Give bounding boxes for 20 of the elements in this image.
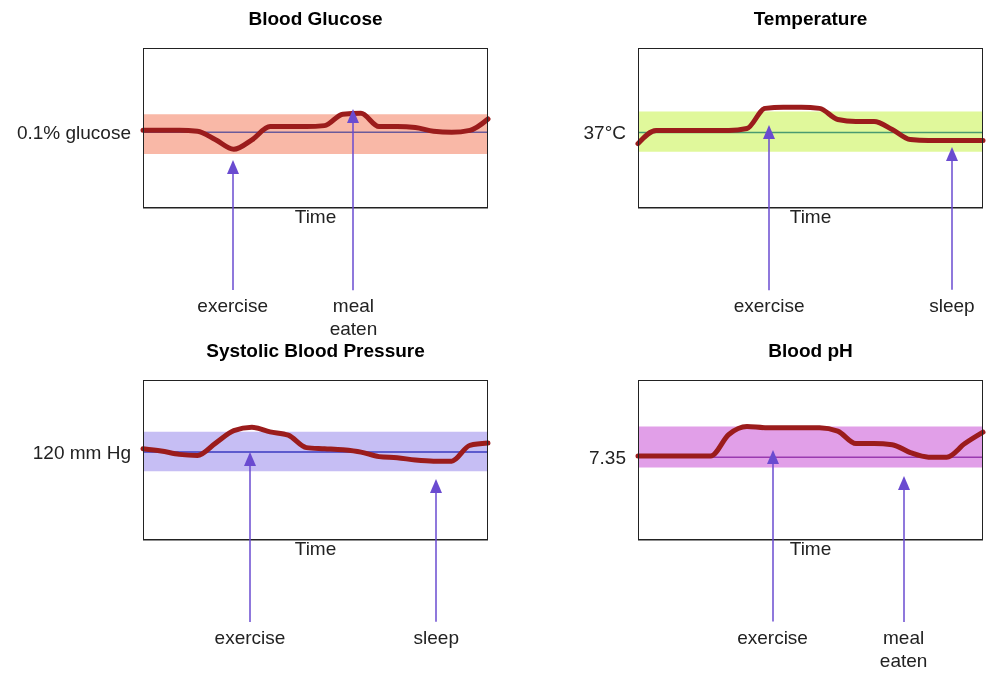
chart-title: Blood pH bbox=[767, 340, 854, 363]
ref-line-label: 120 mm Hg bbox=[32, 441, 131, 463]
chart-title: Temperature bbox=[752, 8, 869, 31]
x-axis-title: Time bbox=[789, 538, 832, 560]
x-axis-title: Time bbox=[789, 206, 832, 228]
x-axis-title: Time bbox=[294, 206, 337, 228]
text: exercise bbox=[213, 626, 287, 649]
x-axis-title: Time bbox=[294, 538, 337, 560]
text: exercise bbox=[736, 626, 809, 649]
text: meal eaten bbox=[878, 626, 929, 672]
ref-line-label: 37°C bbox=[583, 122, 626, 144]
text: sleep bbox=[928, 294, 976, 317]
chart-title: Blood Glucose bbox=[247, 8, 384, 31]
ref-line-label: 0.1% glucose bbox=[16, 122, 131, 144]
text: sleep bbox=[412, 626, 460, 649]
text: exercise bbox=[196, 294, 270, 317]
chart-title: Systolic Blood Pressure bbox=[205, 340, 426, 363]
text: 7.35 bbox=[589, 446, 626, 468]
text: exercise bbox=[732, 294, 806, 317]
text: meal eaten bbox=[328, 294, 379, 340]
